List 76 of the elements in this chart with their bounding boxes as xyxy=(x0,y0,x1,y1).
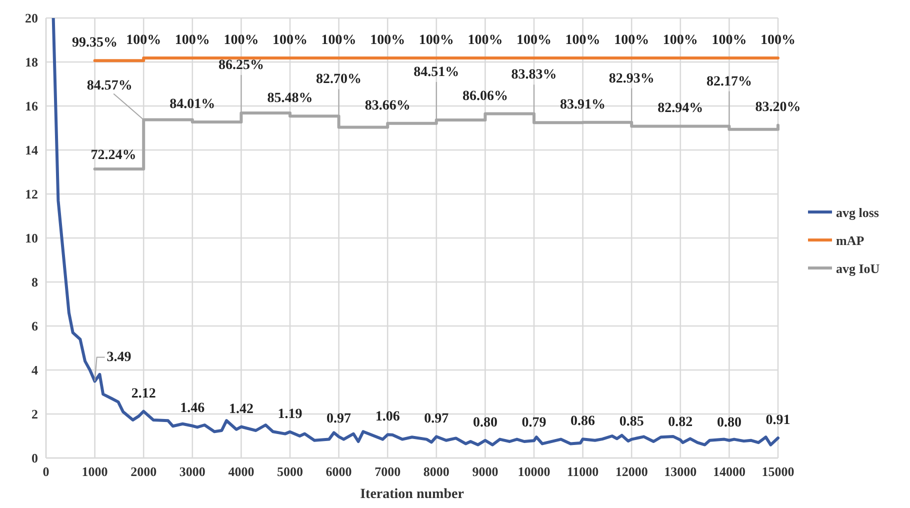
data-label: 100% xyxy=(418,33,454,48)
y-tick-label: 0 xyxy=(32,450,38,466)
data-label: 0.97 xyxy=(326,412,352,427)
data-label: 2.12 xyxy=(131,386,156,402)
data-label: 82.17% xyxy=(706,74,752,90)
y-tick-label: 4 xyxy=(32,362,38,378)
data-label: 83.66% xyxy=(364,98,410,114)
data-label: 100% xyxy=(370,33,406,48)
data-label: 85.48% xyxy=(267,91,313,106)
y-tick-label: 14 xyxy=(25,142,38,158)
y-tick-label: 16 xyxy=(25,98,38,114)
data-label: 1.19 xyxy=(278,406,302,422)
x-tick-label: 7000 xyxy=(374,464,401,479)
data-label: 82.93% xyxy=(608,71,654,86)
data-label: 100% xyxy=(272,33,308,48)
y-tick-label: 18 xyxy=(25,54,38,70)
x-axis-title: Iteration number xyxy=(360,487,464,502)
legend-label: avg IoU xyxy=(836,261,880,276)
data-label: 72.24% xyxy=(90,148,136,164)
data-label: 100% xyxy=(224,33,259,48)
data-label: 3.49 xyxy=(106,350,132,366)
data-label: 0.80 xyxy=(716,415,742,430)
data-label: 82.70% xyxy=(316,72,362,88)
data-label: 0.86 xyxy=(570,414,596,430)
data-label: 83.83% xyxy=(511,68,557,83)
data-label: 83.91% xyxy=(560,97,606,112)
data-label: 100% xyxy=(174,33,210,48)
x-tick-label: 0 xyxy=(42,464,50,479)
y-tick-label: 12 xyxy=(25,186,38,202)
data-label: 100% xyxy=(516,33,552,48)
data-label: 100% xyxy=(126,33,162,48)
y-tick-label: 2 xyxy=(32,406,38,422)
data-label: 84.01% xyxy=(170,96,216,112)
y-tick-label: 10 xyxy=(25,230,38,246)
data-label: 1.46 xyxy=(180,400,205,416)
x-tick-label: 9000 xyxy=(472,464,498,479)
x-tick-label: 5000 xyxy=(277,464,303,479)
x-tick-label: 1000 xyxy=(82,464,108,479)
x-tick-label: 11000 xyxy=(566,464,599,479)
data-label: 0.80 xyxy=(472,415,498,430)
x-tick-label: 8000 xyxy=(423,464,450,479)
x-tick-label: 14000 xyxy=(712,464,746,479)
data-label: 100% xyxy=(712,33,747,48)
y-tick-label: 8 xyxy=(32,274,38,290)
data-label: 0.85 xyxy=(619,414,644,430)
data-label: 0.97 xyxy=(424,412,449,427)
x-tick-label: 4000 xyxy=(228,464,254,479)
data-label: 100% xyxy=(468,33,503,48)
legend-label: mAP xyxy=(836,233,864,248)
x-tick-label: 10000 xyxy=(518,464,550,479)
data-label: 100% xyxy=(565,33,600,48)
data-label: 82.94% xyxy=(658,101,704,116)
x-tick-label: 15000 xyxy=(762,464,794,479)
x-tick-label: 12000 xyxy=(615,464,648,479)
data-label: 84.51% xyxy=(414,64,460,80)
data-label: 1.42 xyxy=(228,402,254,417)
legend-label: avg loss xyxy=(836,205,879,220)
data-label: 99.35% xyxy=(72,36,118,51)
data-label: 0.91 xyxy=(766,412,790,428)
y-tick-label: 6 xyxy=(32,318,38,334)
data-label: 83.20% xyxy=(755,100,801,116)
x-tick-label: 3000 xyxy=(179,464,206,479)
data-label: 84.57% xyxy=(86,78,132,94)
data-label: 100% xyxy=(760,33,796,48)
data-label: 100% xyxy=(614,33,650,48)
data-label: 86.25% xyxy=(218,58,264,73)
x-tick-label: 2000 xyxy=(130,464,157,479)
x-tick-label: 6000 xyxy=(326,464,352,479)
data-label: 86.06% xyxy=(462,88,508,104)
data-label: 100% xyxy=(321,33,356,48)
data-label: 100% xyxy=(662,33,698,48)
data-label: 1.06 xyxy=(375,410,400,425)
data-label: 0.82 xyxy=(668,414,693,430)
data-label: 0.79 xyxy=(522,416,546,431)
x-tick-label: 13000 xyxy=(664,464,697,479)
y-tick-label: 20 xyxy=(25,10,38,26)
